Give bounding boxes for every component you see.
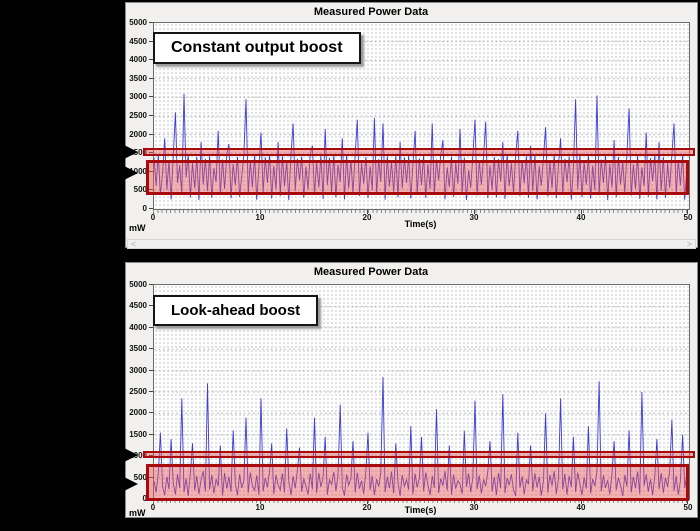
baseline-power-highlight-box xyxy=(146,159,689,196)
y-axis-tickmark xyxy=(149,284,153,285)
x-axis-label: Time(s) xyxy=(404,505,437,515)
y-unit-label: mW xyxy=(129,508,146,518)
chart-panel-constant-boost: Measured Power Data Constant output boos… xyxy=(98,2,698,249)
y-axis-tick-label: 1500 xyxy=(129,148,147,158)
x-axis-minor-ticks xyxy=(153,210,688,213)
chart-title: Measured Power Data xyxy=(313,266,429,278)
y-axis-tickmark xyxy=(149,326,153,328)
right-arrow-icon xyxy=(98,476,138,491)
x-axis-tick-label: 30 xyxy=(469,503,479,512)
y-axis-tick-label: 5000 xyxy=(129,280,147,289)
x-axis-tick-label: 40 xyxy=(576,503,586,512)
y-axis-tick-label: 2000 xyxy=(129,408,147,418)
y-axis-tickmark xyxy=(149,369,153,371)
x-axis-tick-label: 10 xyxy=(255,503,265,512)
y-axis-tickmark xyxy=(149,433,153,435)
annotation-label-box: Look-ahead boost xyxy=(153,295,319,326)
y-axis-tick-label: 1500 xyxy=(129,429,147,439)
y-axis-tick-label: 2500 xyxy=(129,387,147,396)
y-axis-tickmark xyxy=(149,391,153,392)
y-axis-tickmark xyxy=(149,189,153,191)
y-axis-tick-label: 4500 xyxy=(129,36,147,46)
y-axis-tickmark xyxy=(149,170,153,172)
y-axis-tick-label: 3500 xyxy=(129,344,147,354)
chart-title: Measured Power Data xyxy=(313,6,429,18)
y-axis-tick-label: 3500 xyxy=(129,73,147,83)
y-axis-tick-label: 500 xyxy=(133,185,147,195)
y-axis-tickmark xyxy=(149,22,153,23)
scroll-left-icon[interactable]: < xyxy=(131,239,137,249)
y-axis-tickmark xyxy=(149,115,153,116)
x-axis-tick-label: 0 xyxy=(150,503,156,512)
y-axis-tick-label: 2500 xyxy=(129,111,147,120)
right-arrow-icon xyxy=(98,165,138,180)
x-axis-tick-label: 30 xyxy=(469,213,479,222)
x-axis-tick-label: 40 xyxy=(576,213,586,222)
boost-threshold-band xyxy=(143,148,695,156)
y-axis-tickmark xyxy=(149,152,153,154)
x-axis-minor-ticks xyxy=(153,500,688,503)
x-axis-tick-label: 10 xyxy=(255,213,265,222)
y-unit-label: mW xyxy=(129,223,146,233)
x-axis-tick-label: 50 xyxy=(683,213,693,222)
scroll-right-icon[interactable]: > xyxy=(686,239,692,249)
measured-power-series xyxy=(154,376,689,497)
y-axis-tickmark xyxy=(149,59,153,61)
y-axis-tick-label: 3000 xyxy=(129,92,147,102)
x-axis-tick-label: 50 xyxy=(683,503,693,512)
y-axis-tickmark xyxy=(149,455,153,457)
boost-threshold-band xyxy=(143,450,695,459)
right-arrow-icon xyxy=(98,448,138,463)
y-axis-tick-label: 4000 xyxy=(129,55,147,65)
y-axis-tick-label: 5000 xyxy=(129,18,147,27)
y-axis-tickmark xyxy=(149,412,153,414)
horizontal-scrollbar[interactable]: < > xyxy=(127,239,696,249)
x-axis-tick-label: 20 xyxy=(362,503,372,512)
y-axis-tick-label: 0 xyxy=(142,204,147,213)
chart-panel-lookahead-boost: Measured Power Data Look-ahead boost Tim… xyxy=(98,262,698,518)
y-axis-tick-label: 1000 xyxy=(129,451,147,461)
y-axis-tickmark xyxy=(149,348,153,350)
y-axis-tick-label: 4500 xyxy=(129,301,147,311)
y-axis-tickmark xyxy=(149,208,153,209)
y-axis-tickmark xyxy=(149,40,153,42)
y-axis-tick-label: 1000 xyxy=(129,166,147,176)
annotation-label-box: Constant output boost xyxy=(153,32,361,64)
y-axis-tick-label: 500 xyxy=(133,472,147,482)
y-axis-tick-label: 3000 xyxy=(129,365,147,375)
right-arrow-icon xyxy=(98,145,138,160)
y-axis-tickmark xyxy=(149,133,153,135)
y-axis-tickmark xyxy=(149,476,153,478)
y-axis-tickmark xyxy=(149,305,153,307)
y-axis-tickmark xyxy=(149,96,153,98)
y-axis-tick-label: 0 xyxy=(142,494,147,503)
y-axis-tickmark xyxy=(149,77,153,79)
x-axis-label: Time(s) xyxy=(404,219,437,229)
y-axis-tick-label: 2000 xyxy=(129,129,147,139)
x-axis-tick-label: 20 xyxy=(362,213,372,222)
y-axis-tick-label: 4000 xyxy=(129,322,147,332)
baseline-power-highlight-box xyxy=(146,463,689,501)
x-axis-tick-label: 0 xyxy=(150,213,156,222)
